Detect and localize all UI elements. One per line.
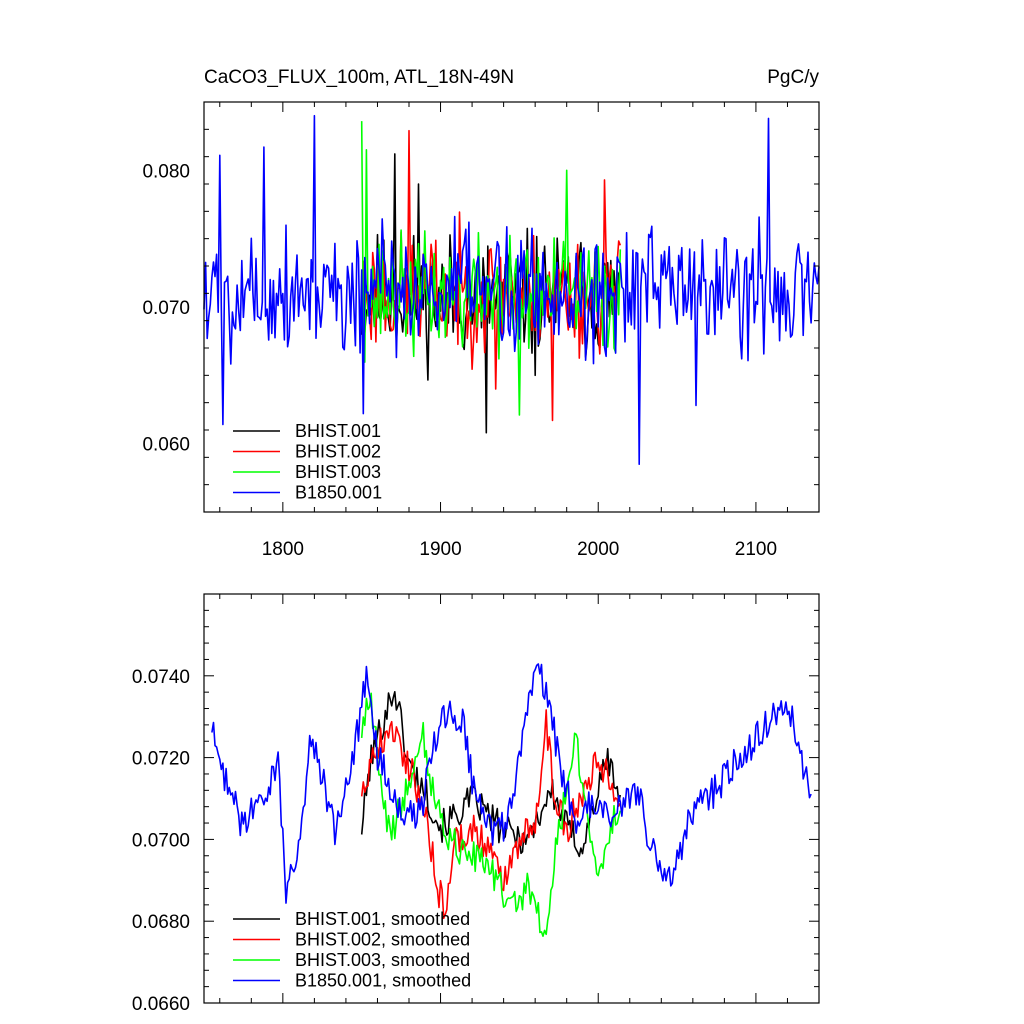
plot-frame <box>203 593 820 1004</box>
y-tick-label: 0.080 <box>142 161 190 182</box>
x-tick-label: 1900 <box>419 539 461 560</box>
series-line-4 <box>203 114 820 466</box>
y-tick-label: 0.0660 <box>132 994 190 1015</box>
bottom-plot-area: 0.0660 0.0680 0.0700 0.0720 0.0740 BHIST.001,… <box>132 593 820 1015</box>
y-tick-label: 0.0680 <box>132 912 190 933</box>
y-tick-label: 0.0700 <box>132 830 190 851</box>
plot-frame <box>203 101 820 513</box>
ticks <box>204 593 820 1004</box>
x-tick-label: 2000 <box>577 539 619 560</box>
legend-label: BHIST.001 <box>295 421 381 441</box>
top-panel-units: PgC/y <box>767 67 819 88</box>
y-tick-label: 0.060 <box>142 435 190 456</box>
top-panel-title: CaCO3_FLUX_100m, ATL_18N-49N <box>204 67 514 88</box>
legend-label: B1850.001 <box>295 483 382 503</box>
top-plot-area: 0.060 0.070 0.080 1800 1900 2000 2100 BHIST.001… <box>142 101 820 560</box>
ticks <box>204 101 820 513</box>
top-panel: CaCO3_FLUX_100m, ATL_18N-49N PgC/y 0.060… <box>142 67 820 560</box>
y-tick-label: 0.070 <box>142 298 190 319</box>
x-tick-label: 2100 <box>735 539 777 560</box>
series-lines <box>211 663 812 938</box>
y-tick-label: 0.0740 <box>132 667 190 688</box>
series-lines <box>203 114 820 466</box>
bottom-panel: 0.0660 0.0680 0.0700 0.0720 0.0740 BHIST.001,… <box>132 593 820 1015</box>
legend-label: BHIST.002, smoothed <box>295 930 470 950</box>
y-tick-label: 0.0720 <box>132 749 190 770</box>
legend-label: B1850.001, smoothed <box>295 971 471 991</box>
series-line-4 <box>211 663 812 904</box>
legend-label: BHIST.003, smoothed <box>295 950 470 970</box>
series-line-2 <box>360 709 622 920</box>
series-line-3 <box>360 692 622 938</box>
legend-label: BHIST.003 <box>295 462 381 482</box>
legend-label: BHIST.002 <box>295 442 381 462</box>
x-tick-label: 1800 <box>262 539 304 560</box>
legend-label: BHIST.001, smoothed <box>295 909 470 929</box>
